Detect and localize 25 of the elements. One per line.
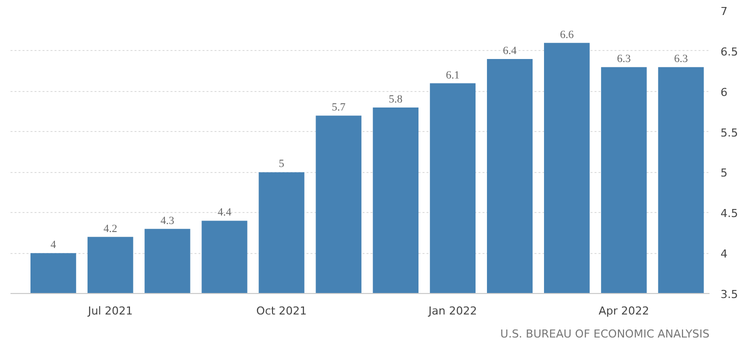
data-label: 6.3	[617, 53, 632, 66]
data-label: 4.4	[218, 206, 232, 219]
data-label: 5.7	[332, 102, 346, 114]
x-tick-label: Jul 2021	[86, 304, 133, 318]
data-label: 6.6	[560, 28, 574, 41]
x-tick-label: Oct 2021	[256, 304, 307, 318]
x-tick-label: Apr 2022	[598, 304, 650, 318]
x-tick-label: Jan 2022	[428, 304, 477, 318]
data-label: 5	[278, 158, 285, 170]
y-tick-label: 7	[720, 5, 728, 18]
y-tick-label: 4.5	[720, 207, 738, 220]
y-tick-label: 5	[720, 166, 728, 180]
y-tick-label: 3.5	[720, 288, 738, 301]
y-tick-label: 6.5	[720, 45, 738, 58]
y-tick-label: 6	[720, 86, 728, 99]
data-label: 6.3	[674, 53, 688, 66]
data-label: 5.8	[388, 94, 404, 106]
text: U.S. BUREAU OF ECONOMIC ANALYSIS	[500, 328, 710, 340]
data-label: 4.2	[103, 222, 118, 235]
data-label: 4.3	[160, 214, 175, 227]
y-tick-label: 5.5	[720, 126, 738, 140]
data-label: 6.4	[502, 45, 518, 58]
y-tick-label: 4	[720, 248, 728, 261]
data-label: 6.1	[446, 69, 460, 82]
data-label: 4	[50, 239, 57, 252]
